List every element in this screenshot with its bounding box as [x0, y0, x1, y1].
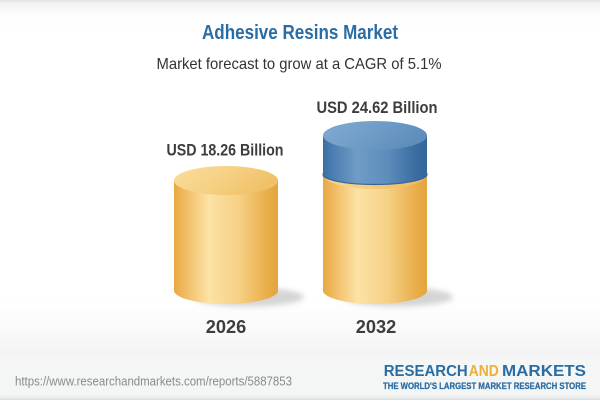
svg-text:USD 18.26 Billion: USD 18.26 Billion [167, 141, 284, 160]
svg-text:Market forecast to grow at a C: Market forecast to grow at a CAGR of 5.1… [157, 56, 442, 73]
svg-text:2026: 2026 [206, 316, 247, 337]
svg-text:AND: AND [469, 363, 499, 380]
svg-text:MARKETS: MARKETS [502, 363, 586, 380]
svg-text:2032: 2032 [356, 316, 397, 337]
svg-text:USD 24.62 Billion: USD 24.62 Billion [317, 98, 438, 117]
svg-text:https://www.researchandmarkets: https://www.researchandmarkets.com/repor… [15, 375, 292, 389]
svg-text:RESEARCH: RESEARCH [384, 363, 468, 380]
svg-text:THE WORLD'S LARGEST MARKET RES: THE WORLD'S LARGEST MARKET RESEARCH STOR… [383, 381, 586, 391]
svg-text:Adhesive Resins Market: Adhesive Resins Market [202, 22, 398, 44]
